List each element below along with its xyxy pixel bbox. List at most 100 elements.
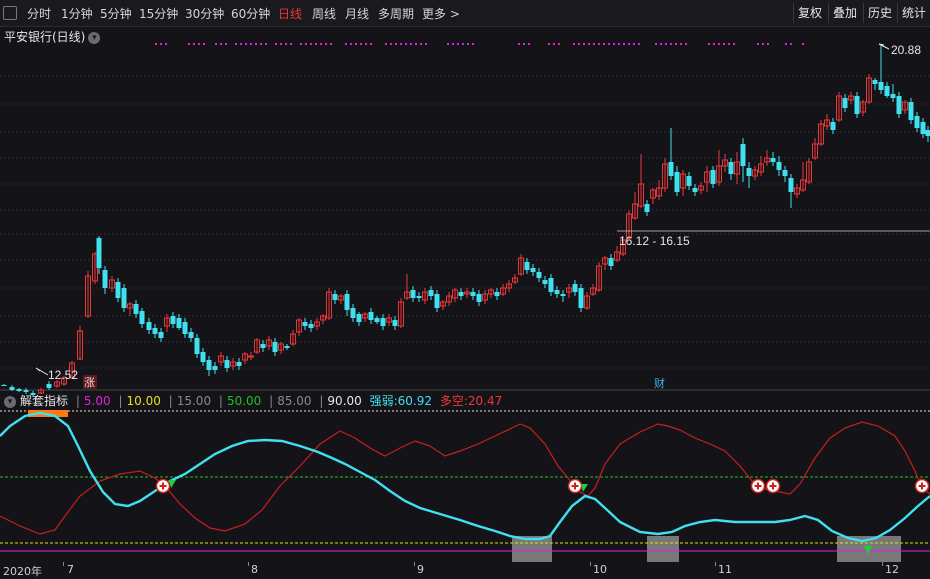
candle-body-down <box>97 238 102 268</box>
signal-dot <box>188 43 190 45</box>
signal-dot <box>280 43 282 45</box>
signal-dot <box>638 43 640 45</box>
candle-body-down <box>153 328 158 334</box>
xaxis-label-oct: 10 <box>593 563 607 576</box>
tab-more[interactable]: 更多 > <box>422 5 460 22</box>
bottom-zone-box <box>647 536 679 562</box>
signal-dot <box>245 43 247 45</box>
candle-body-down <box>477 294 482 302</box>
xaxis-tick <box>882 562 883 566</box>
lishi-button[interactable]: 历史 <box>863 3 896 23</box>
candle-body-down <box>771 158 776 162</box>
xaxis-tick <box>414 562 415 566</box>
diejia-button[interactable]: 叠加 <box>828 3 861 23</box>
candle-body-down <box>645 204 650 212</box>
zhang-label: 涨 <box>84 376 95 389</box>
xaxis-label-sep: 9 <box>417 563 424 576</box>
signal-dot <box>785 43 787 45</box>
signal-dot <box>618 43 620 45</box>
signal-dot <box>260 43 262 45</box>
xaxis-label-year: 2020年 <box>3 563 42 579</box>
candle-body-down <box>147 322 152 330</box>
panel-toggle-icon[interactable] <box>3 6 17 20</box>
signal-dot <box>608 43 610 45</box>
kline-chart: 16.12 - 16.1512.5220.88涨财 <box>0 26 930 562</box>
qiangruo-label: 强弱: <box>370 394 398 408</box>
signal-dot <box>623 43 625 45</box>
signal-dot <box>762 43 764 45</box>
candle-body-down <box>561 294 566 296</box>
candle-body-down <box>345 294 350 310</box>
tongji-button[interactable]: 统计 <box>897 3 930 23</box>
indicator-name[interactable]: 解套指标 <box>20 394 68 408</box>
tab-15min[interactable]: 15分钟 <box>139 5 178 22</box>
signal-dot <box>285 43 287 45</box>
signal-dot <box>593 43 595 45</box>
candle-body-down <box>495 292 500 296</box>
tab-multi-period[interactable]: 多周期 <box>378 5 414 22</box>
signal-dot <box>757 43 759 45</box>
candle-body-down <box>879 82 884 90</box>
candle-body-down <box>729 162 734 174</box>
green-arrow-icon <box>581 484 588 492</box>
signal-dot <box>365 43 367 45</box>
signal-dot <box>350 43 352 45</box>
signal-dot <box>578 43 580 45</box>
signal-dot <box>548 43 550 45</box>
candle-body-down <box>531 268 536 272</box>
signal-dot <box>225 43 227 45</box>
signal-dot <box>420 43 422 45</box>
signal-dot <box>160 43 162 45</box>
high-price-label: 20.88 <box>891 43 921 57</box>
candle-body-down <box>10 387 15 390</box>
signal-dot <box>220 43 222 45</box>
signal-dot <box>305 43 307 45</box>
tab-fenshi[interactable]: 分时 <box>27 5 51 22</box>
tab-daily[interactable]: 日线 <box>278 5 302 22</box>
candle-body-down <box>897 96 902 114</box>
fuquan-button[interactable]: 复权 <box>793 3 826 23</box>
indicator-menu-chevron-icon[interactable]: ▾ <box>4 396 16 408</box>
candle-body-down <box>789 178 794 192</box>
signal-dot <box>325 43 327 45</box>
candle-body-down <box>207 360 212 370</box>
low-pointer <box>36 368 48 375</box>
candle-body-down <box>915 116 920 128</box>
tab-1min[interactable]: 1分钟 <box>61 5 93 22</box>
candle-body-down <box>855 96 860 114</box>
signal-dot <box>265 43 267 45</box>
level-90: 90.00 <box>327 394 361 408</box>
signal-dot <box>415 43 417 45</box>
tab-monthly[interactable]: 月线 <box>345 5 369 22</box>
tab-30min[interactable]: 30分钟 <box>185 5 224 22</box>
xaxis-label-aug: 8 <box>251 563 258 576</box>
candle-body-down <box>195 338 200 354</box>
signal-dot <box>583 43 585 45</box>
signal-dot <box>685 43 687 45</box>
tab-60min[interactable]: 60分钟 <box>231 5 270 22</box>
signal-dot <box>518 43 520 45</box>
signal-dot <box>198 43 200 45</box>
signal-dot <box>275 43 277 45</box>
duokong-value: 20.47 <box>468 394 502 408</box>
candle-body-down <box>369 312 374 320</box>
candle-body-down <box>134 304 139 314</box>
xaxis-label-dec: 12 <box>885 563 899 576</box>
candle-body-down <box>741 144 746 166</box>
signal-dot <box>320 43 322 45</box>
candle-body-down <box>609 258 614 266</box>
tab-weekly[interactable]: 周线 <box>312 5 336 22</box>
signal-dot <box>633 43 635 45</box>
candle-body-down <box>435 294 440 308</box>
signal-dot <box>573 43 575 45</box>
signal-dot <box>425 43 427 45</box>
candle-body-down <box>843 98 848 108</box>
signal-dot <box>452 43 454 45</box>
period-toolbar: 分时 1分钟 5分钟 15分钟 30分钟 60分钟 日线 周线 月线 多周期 更… <box>0 0 930 27</box>
candle-body-down <box>183 322 188 334</box>
candle-body-down <box>393 320 398 326</box>
tab-5min[interactable]: 5分钟 <box>100 5 132 22</box>
price-annotations: 16.12 - 16.1512.5220.88涨财 <box>36 43 930 390</box>
candle-body-down <box>333 294 338 300</box>
candle-body-down <box>687 176 692 186</box>
